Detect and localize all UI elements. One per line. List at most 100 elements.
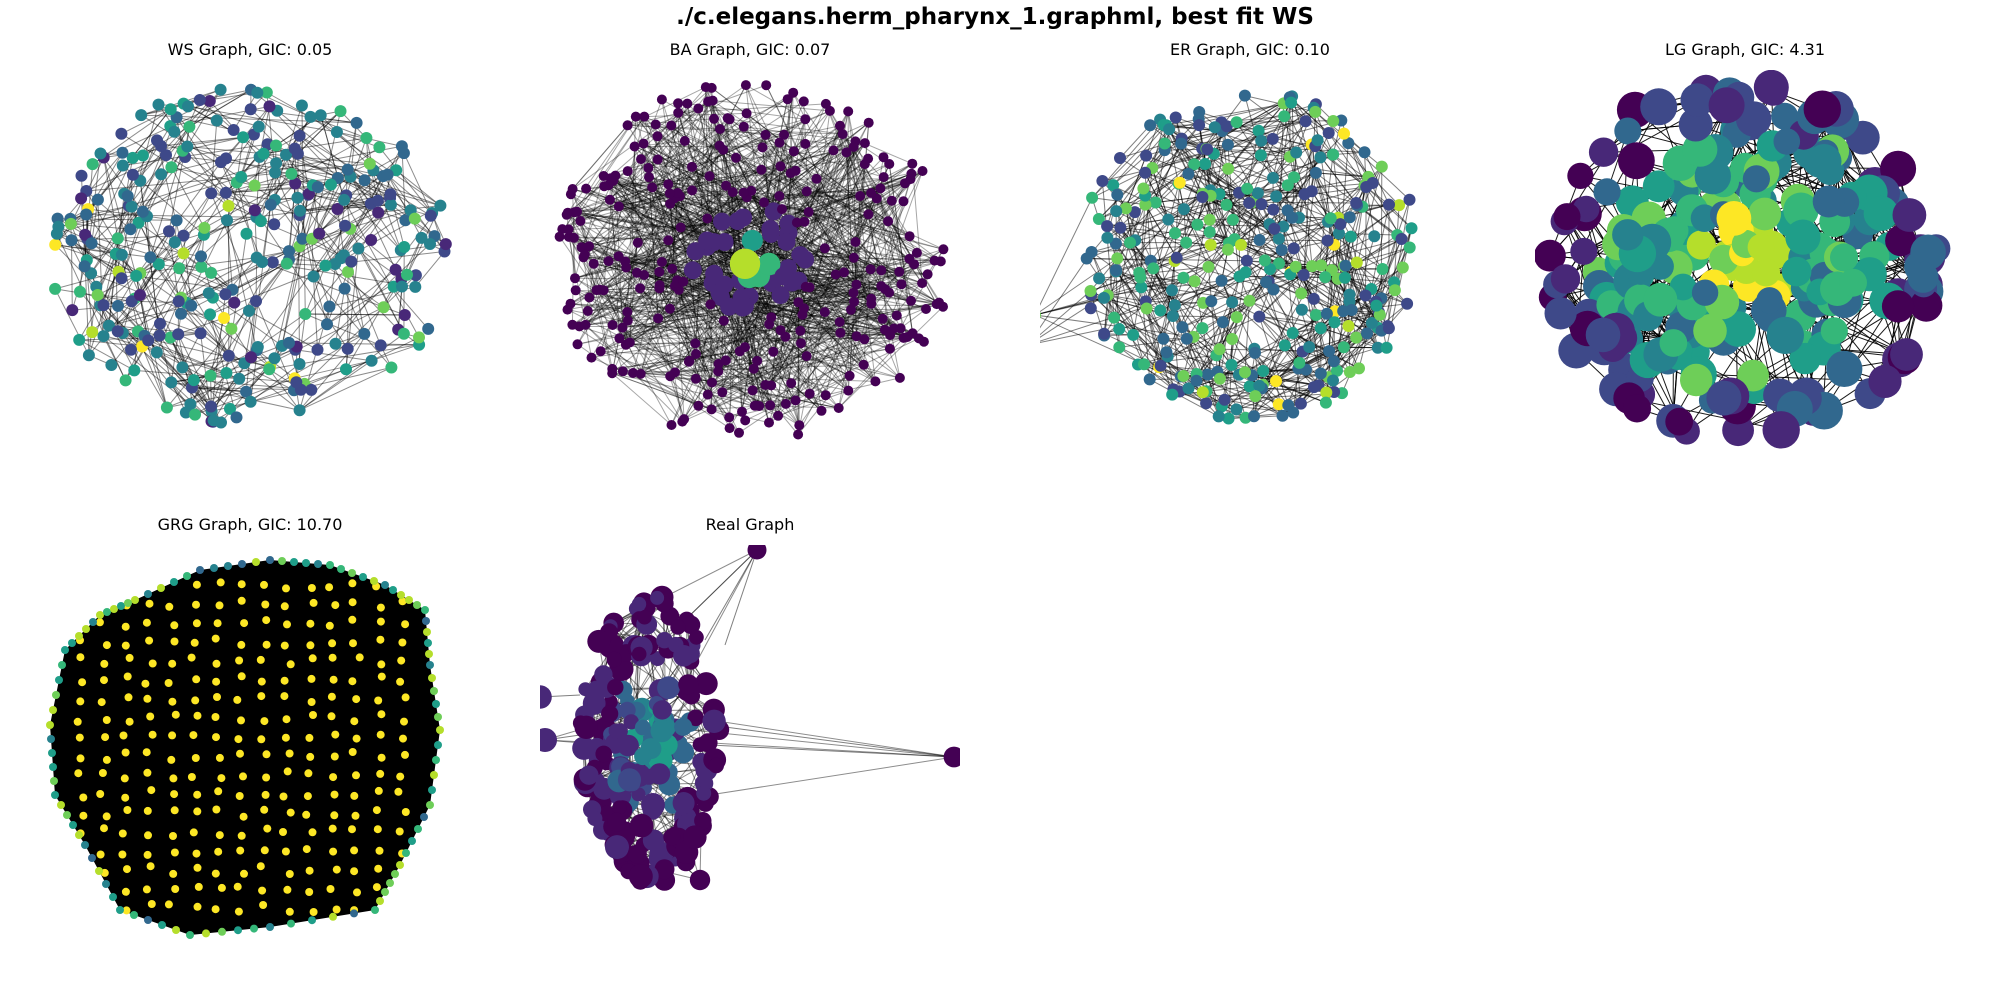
graph-node (1176, 321, 1189, 334)
graph-edge (622, 288, 886, 329)
graph-edge (839, 125, 938, 305)
graph-node (1622, 394, 1652, 423)
graph-edge (139, 234, 205, 296)
graph-node (396, 280, 408, 293)
graph-node (1248, 410, 1260, 423)
graph-node (1826, 350, 1863, 387)
graph-edge (643, 140, 686, 276)
graph-node (684, 355, 695, 366)
graph-node (1287, 406, 1300, 419)
graph-edge (572, 274, 645, 326)
graph-node (192, 580, 201, 589)
graph-edge (156, 352, 212, 407)
graph-edge (576, 146, 854, 213)
graph-node (1108, 311, 1121, 324)
graph-node (424, 209, 437, 222)
graph-edge (707, 218, 872, 300)
graph-edge (763, 170, 923, 203)
graph-edge (603, 118, 806, 177)
graph-edge (713, 118, 783, 210)
graph-edge (1113, 212, 1136, 318)
graph-node (329, 337, 342, 350)
graph-edge (753, 348, 890, 370)
graph-node (1267, 283, 1280, 296)
graph-edge (799, 241, 856, 332)
graph-node (628, 368, 638, 378)
graph-node (328, 639, 337, 648)
graph-edge (70, 205, 129, 220)
graph-node (1208, 121, 1221, 134)
graph-edge (780, 330, 800, 426)
graph-edge (691, 149, 724, 191)
graph-node (128, 364, 141, 377)
graph-edge (1219, 154, 1262, 195)
graph-edge (567, 212, 631, 343)
graph-edge (387, 174, 422, 239)
graph-node (141, 679, 150, 688)
graph-edge (210, 317, 225, 376)
graph-node (891, 310, 902, 321)
graph-node (1669, 273, 1697, 301)
graph-edge (568, 140, 686, 230)
graph-edge (232, 259, 290, 291)
graph-node (1213, 343, 1226, 356)
graph-edge (618, 206, 676, 287)
graph-node (1177, 370, 1190, 382)
graph-node (859, 334, 870, 345)
figure-title: ./c.elegans.herm_pharynx_1.graphml, best… (676, 4, 1314, 30)
graph-node (1169, 111, 1182, 124)
graph-edge (584, 254, 624, 372)
graph-edge (855, 198, 878, 243)
graph-edge (103, 335, 191, 405)
graph-node (588, 258, 599, 269)
graph-edge (1143, 163, 1195, 189)
graph-edge (54, 271, 119, 290)
graph-node (748, 363, 759, 374)
graph-node (126, 168, 139, 181)
graph-node (563, 224, 574, 235)
graph-edge (1628, 397, 1782, 431)
graph-node (1753, 70, 1789, 105)
graph-node (1230, 116, 1243, 129)
graph-node (565, 298, 576, 309)
graph-node (248, 204, 261, 217)
graph-node (639, 270, 650, 280)
graph-node (170, 621, 179, 630)
graph-edge (57, 218, 177, 221)
graph-node (706, 404, 717, 415)
graph-node (1585, 317, 1621, 353)
graph-node (309, 598, 318, 607)
graph-edge (572, 188, 601, 290)
graph-edge (336, 131, 380, 148)
graph-edge (824, 247, 900, 273)
graph-node (1773, 128, 1801, 155)
graph-edge (729, 306, 904, 339)
graph-edge (579, 142, 780, 327)
graph-edge (191, 387, 247, 393)
graph-node (165, 376, 178, 389)
graph-edge (669, 203, 849, 391)
graph-node (1226, 333, 1239, 345)
graph-edge (608, 183, 669, 262)
graph-edge (294, 360, 372, 379)
graph-node (121, 641, 130, 650)
graph-edge (769, 303, 872, 406)
graph-node (603, 256, 614, 267)
graph-node (164, 103, 177, 116)
graph-node (1350, 197, 1363, 209)
graph-node (673, 98, 684, 109)
graph-node (803, 207, 814, 217)
graph-edge (274, 172, 303, 239)
graph-node (194, 327, 207, 340)
graph-node (774, 267, 793, 286)
graph-edge (777, 390, 849, 417)
graph-node (1255, 198, 1268, 211)
graph-edge (637, 242, 746, 348)
graph-node (1135, 281, 1148, 294)
graph-node (205, 400, 217, 413)
graph-edge (648, 177, 659, 319)
ws-graph-network (49, 83, 452, 429)
graph-edge (768, 271, 900, 423)
graph-node (738, 187, 749, 198)
graph-node (121, 622, 130, 631)
